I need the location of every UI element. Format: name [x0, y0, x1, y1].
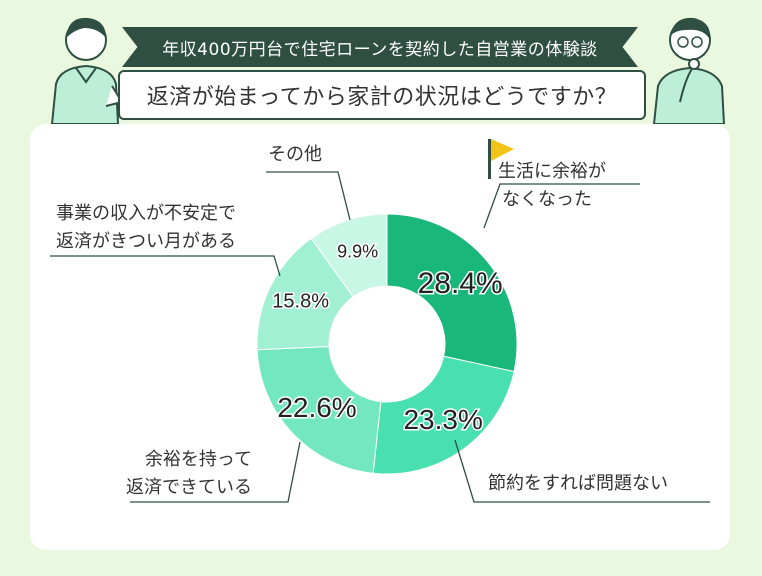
value-label-1: 28.4% — [418, 267, 503, 300]
donut-slice-3 — [256, 346, 382, 474]
value-label-2: 23.3% — [403, 404, 482, 435]
donut-chart: 28.4% 23.3% 22.6% 15.8% 9.9% — [50, 171, 710, 503]
value-label-4: 15.8% — [272, 290, 329, 312]
person-right-illustration — [652, 17, 726, 124]
flag-icon — [488, 139, 514, 179]
chart-card: 28.4% 23.3% 22.6% 15.8% 9.9% 生活に余裕が なくなった 節約… — [30, 124, 730, 550]
donut-slice-1 — [386, 213, 518, 373]
label-slice-3: 余裕を持って 返済できている — [126, 449, 252, 498]
label-slice-1: 生活に余裕が なくなった — [498, 161, 606, 210]
donut-slice-5 — [310, 213, 388, 298]
question-box: 返済が始まってから家計の状況はどうですか？ — [118, 70, 646, 120]
leader-line-2 — [454, 439, 710, 503]
leader-line-1 — [483, 183, 640, 229]
label-slice-2: 節約をすれば問題ない — [488, 473, 668, 494]
question-text: 返済が始まってから家計の状況はどうですか？ — [146, 85, 618, 110]
value-label-5: 9.9% — [337, 241, 378, 261]
banner-text: 年収400万円台で住宅ローンを契約した自営業の体験談 — [162, 39, 598, 60]
donut-slice-2 — [372, 355, 515, 475]
leader-line-3 — [130, 441, 301, 503]
person-left-illustration — [50, 17, 124, 124]
leader-line-5 — [266, 171, 351, 221]
title-banner: 年収400万円台で住宅ローンを契約した自営業の体験談 — [122, 27, 638, 67]
leader-line-4 — [50, 255, 281, 277]
label-slice-5: その他 — [268, 144, 322, 165]
label-slice-4: 事業の収入が不安定で 返済がきつい月がある — [56, 203, 236, 252]
value-label-3: 22.6% — [277, 392, 356, 423]
